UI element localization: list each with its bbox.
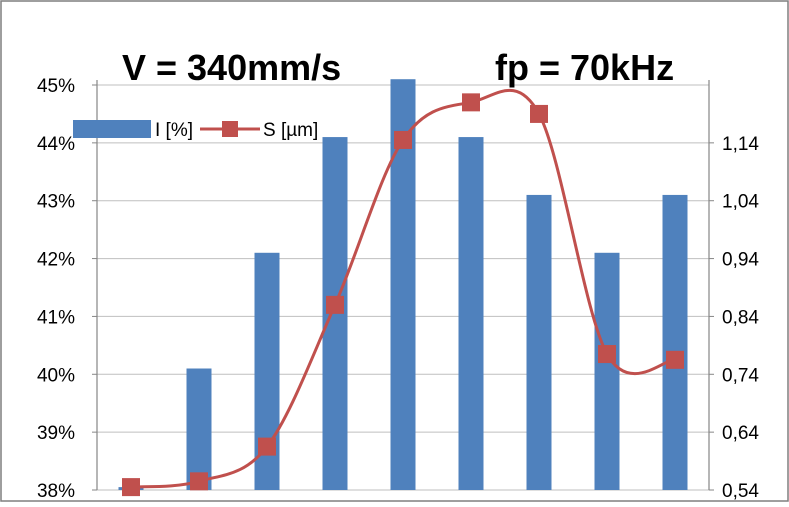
bar	[662, 194, 688, 490]
left-axis-tick-label: 39%	[37, 423, 75, 444]
line-point	[530, 104, 548, 123]
line-series	[122, 88, 684, 497]
line-point	[122, 478, 140, 497]
right-axis-tick-label: 1,14	[722, 134, 759, 155]
legend-label-bar: I [%]	[155, 120, 193, 141]
line-point	[326, 295, 344, 314]
line-point	[462, 93, 480, 112]
chart-title-left: V = 340mm/s	[122, 47, 341, 88]
line-point	[258, 437, 276, 456]
line-point	[190, 472, 208, 491]
right-axis-tick-label: 0,54	[722, 481, 759, 502]
left-axis-tick-label: 41%	[37, 307, 75, 328]
left-axis-tick-label: 38%	[37, 481, 75, 502]
chart-title-right: fp = 70kHz	[495, 47, 674, 88]
legend: I [%] S [µm]	[73, 120, 318, 141]
tick-labels: 45% 44% 43% 42% 41% 40% 39% 38% 1,14 1,04 0,94 0,84…	[37, 76, 759, 502]
bar	[458, 137, 484, 491]
right-axis-tick-label: 0,64	[722, 423, 759, 444]
axes	[92, 80, 714, 491]
right-axis-tick-label: 0,94	[722, 250, 759, 271]
bar	[526, 194, 552, 490]
legend-swatch-marker	[222, 121, 238, 137]
line-point	[598, 345, 616, 364]
left-axis-tick-label: 40%	[37, 365, 75, 386]
right-axis-tick-label: 1,04	[722, 192, 759, 213]
bar	[594, 252, 620, 490]
right-axis-tick-label: 0,74	[722, 365, 759, 386]
left-axis-tick-label: 43%	[37, 192, 75, 213]
legend-swatch-bar	[73, 120, 151, 138]
left-axis-tick-label: 42%	[37, 250, 75, 271]
line-point	[394, 130, 412, 149]
right-axis-tick-label: 0,84	[722, 307, 759, 328]
line-point	[666, 350, 684, 369]
bar	[186, 368, 212, 490]
left-axis-tick-label: 44%	[37, 134, 75, 155]
legend-label-line: S [µm]	[263, 120, 318, 141]
left-axis-tick-label: 45%	[37, 76, 75, 97]
